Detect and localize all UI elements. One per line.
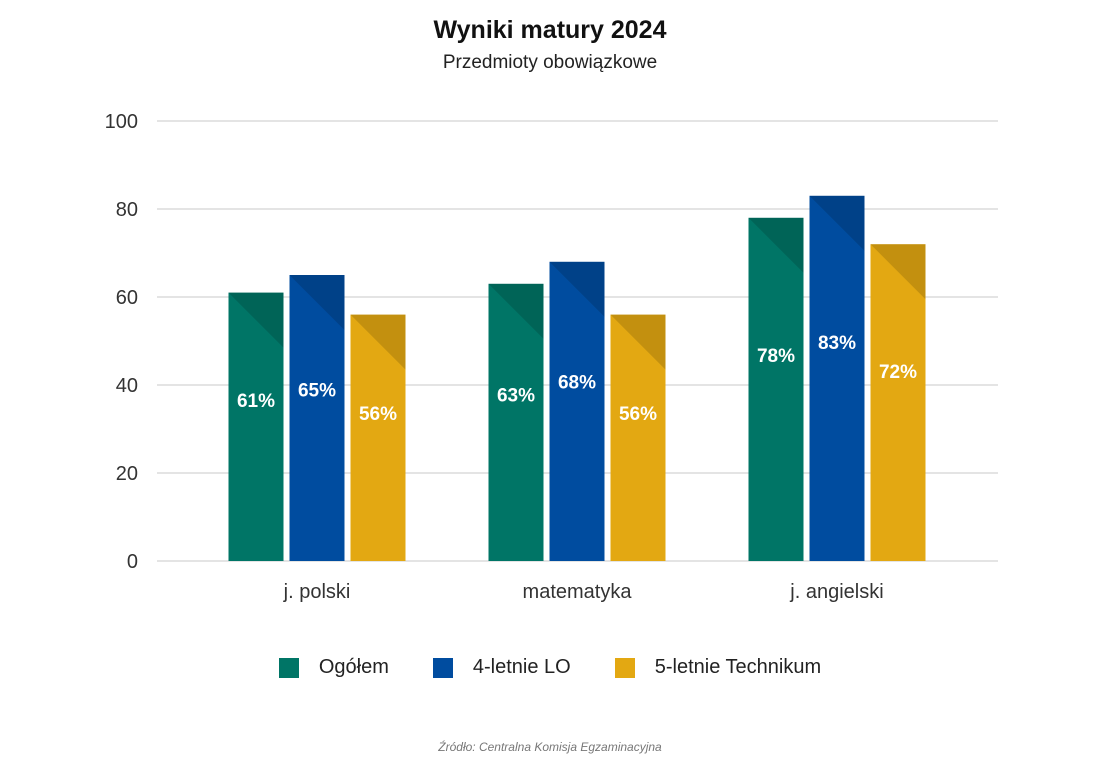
bars-layer — [228, 195, 926, 562]
bar — [809, 195, 865, 562]
bar-value-label: 65% — [298, 380, 336, 401]
bar-value-label: 61% — [237, 391, 275, 412]
chart-legend: Ogółem 4-letnie LO 5-letnie Technikum — [0, 656, 1100, 679]
source-note: Źródło: Centralna Komisja Egzaminacyjna — [438, 740, 662, 754]
bar-group — [610, 314, 666, 561]
legend-label: 5-letnie Technikum — [654, 656, 822, 678]
bar-group — [809, 195, 865, 562]
bar-group — [870, 244, 926, 561]
y-tick-label: 80 — [116, 199, 138, 221]
y-tick-label: 40 — [116, 375, 138, 397]
x-category-label: j. angielski — [789, 581, 883, 603]
bar-value-label: 83% — [818, 333, 856, 354]
bar-shade — [870, 244, 926, 300]
bar — [350, 314, 406, 561]
bar-group — [748, 217, 804, 562]
bar — [549, 261, 605, 561]
bar-group — [549, 261, 605, 561]
bar-shade — [610, 314, 666, 370]
legend-item-lo: 4-letnie LO — [432, 656, 571, 679]
bar — [748, 217, 804, 562]
bar-group — [289, 275, 345, 561]
chart-title: Wyniki matury 2024 — [433, 16, 667, 44]
bar-group — [488, 283, 544, 561]
y-tick-label: 60 — [116, 287, 138, 309]
bar-group — [350, 314, 406, 561]
bar-value-label: 78% — [757, 346, 795, 367]
legend-item-technikum: 5-letnie Technikum — [614, 656, 822, 679]
bar-shade — [488, 283, 544, 339]
bar-shade — [748, 217, 804, 273]
bar — [289, 275, 345, 561]
bar-value-label: 56% — [359, 404, 397, 425]
chart-subtitle: Przedmioty obowiązkowe — [442, 52, 658, 73]
legend-item-ogolem: Ogółem — [278, 656, 389, 679]
bar-group — [228, 292, 284, 561]
bar-value-label: 63% — [497, 386, 535, 407]
legend-label: 4-letnie LO — [472, 656, 571, 678]
bar-shade — [289, 275, 345, 330]
y-tick-label: 0 — [127, 551, 138, 573]
x-category-label: matematyka — [523, 581, 633, 603]
bar-shade — [350, 314, 406, 370]
bar-shade — [549, 261, 605, 317]
y-tick-label: 20 — [116, 463, 138, 485]
x-category-label: j. polski — [283, 581, 351, 603]
bar-shade — [809, 195, 865, 251]
bar — [610, 314, 666, 561]
bar-value-label: 56% — [619, 404, 657, 425]
bar — [870, 244, 926, 561]
bar-value-label: 68% — [558, 372, 596, 393]
legend-swatch-lo — [432, 657, 453, 678]
labels-layer: 0 20 40 60 80 100 61% 65% 56% j. polski 63% 68% 56% m… — [105, 111, 917, 603]
bar-shade — [228, 292, 284, 348]
legend-swatch-technikum — [614, 657, 635, 678]
bar-value-label: 72% — [879, 362, 917, 383]
bar — [488, 283, 544, 561]
bar — [228, 292, 284, 561]
y-tick-label: 100 — [105, 111, 138, 133]
legend-swatch-ogolem — [278, 657, 299, 678]
legend-label: Ogółem — [318, 656, 389, 678]
